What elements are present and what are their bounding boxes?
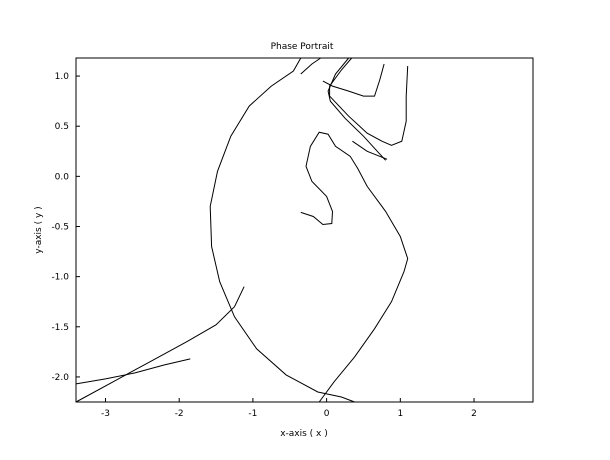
trajectory-9	[352, 140, 388, 160]
x-tick-label: 0	[324, 409, 330, 419]
y-tick-label: 1.0	[55, 72, 70, 82]
trajectory-6	[327, 57, 386, 161]
trajectory-1	[209, 57, 355, 403]
x-axis-ticks: -3 -2 -1 0 1 2	[101, 398, 477, 419]
y-tick-label: 0.5	[55, 122, 69, 132]
trajectory-4	[75, 286, 245, 403]
chart-title: Phase Portrait	[271, 42, 334, 52]
trajectory-7	[329, 57, 409, 146]
y-axis-label: y-axis ( y )	[34, 206, 44, 253]
trajectory-3	[75, 358, 191, 385]
y-tick-label: -0.5	[51, 222, 69, 232]
x-tick-label: -3	[101, 409, 110, 419]
x-tick-label: 1	[397, 409, 403, 419]
trajectory-8	[322, 63, 385, 97]
y-tick-label: 0.0	[55, 172, 70, 182]
x-axis-label: x-axis ( x )	[280, 429, 328, 439]
y-axis-ticks: 1.0 0.5 0.0 -0.5 -1.0 -1.5 -2.0	[51, 72, 80, 383]
trajectory-2	[300, 131, 409, 403]
y-tick-label: -2.0	[51, 373, 69, 383]
series-group	[75, 57, 409, 403]
trajectory-5	[300, 57, 321, 75]
y-tick-label: -1.0	[51, 273, 69, 283]
x-tick-label: -1	[248, 409, 257, 419]
x-tick-label: -2	[175, 409, 184, 419]
plot-frame	[75, 57, 534, 403]
y-tick-label: -1.5	[51, 323, 69, 333]
x-tick-label: 2	[471, 409, 477, 419]
